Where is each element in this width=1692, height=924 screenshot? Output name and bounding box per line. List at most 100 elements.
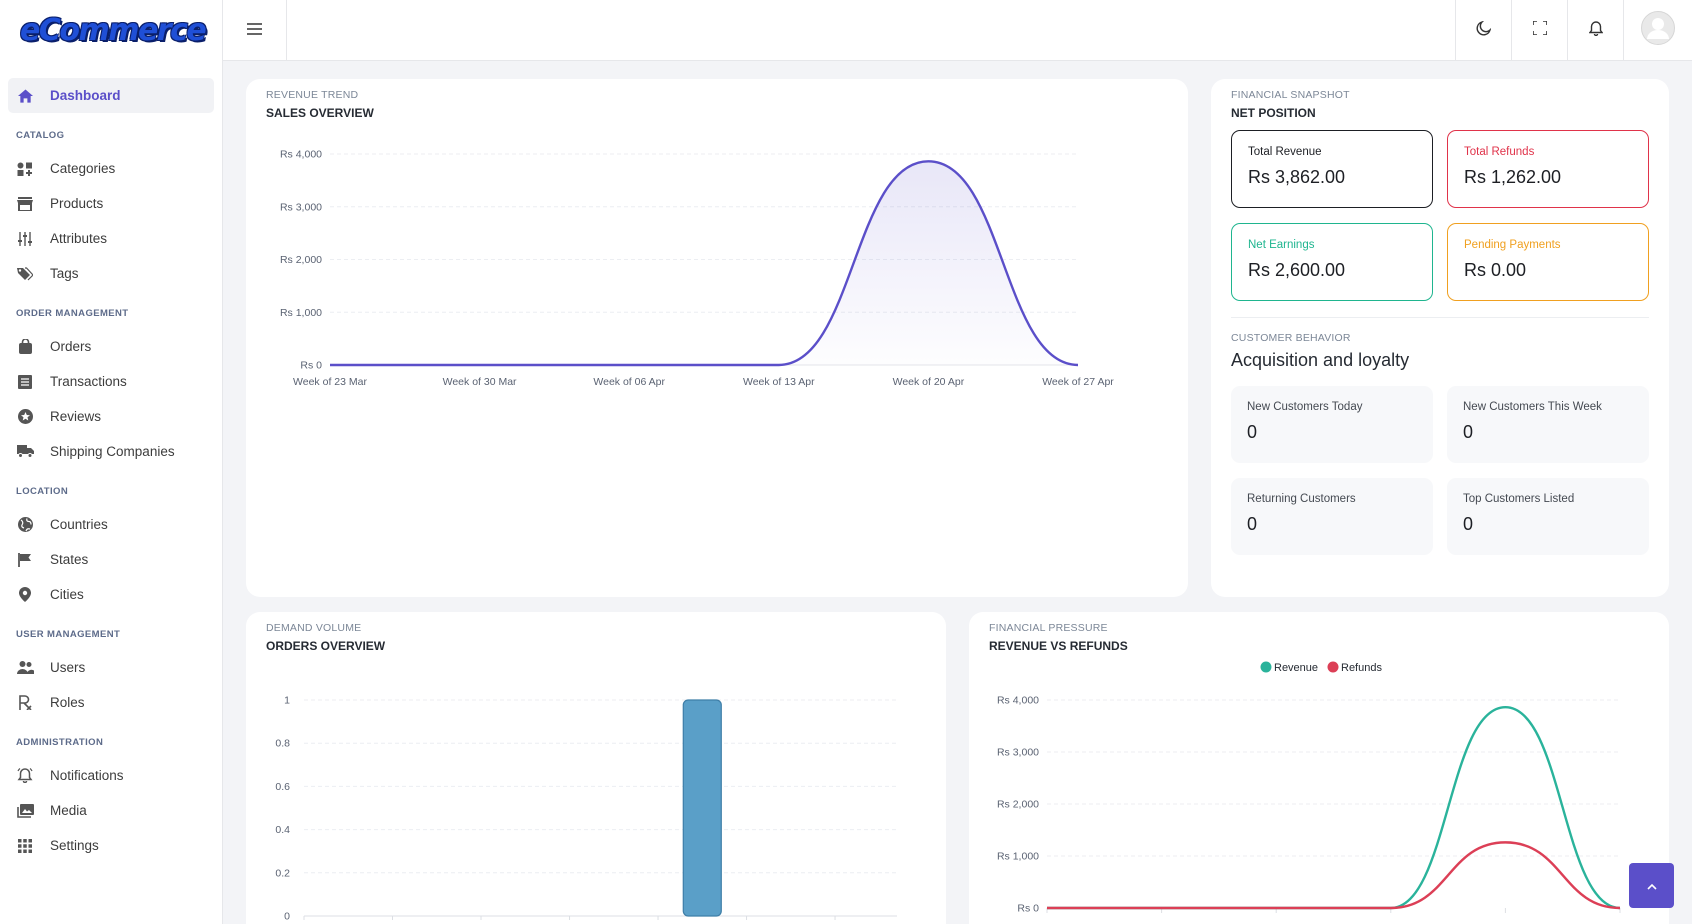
- card-eyebrow: REVENUE TREND: [266, 89, 359, 101]
- fullscreen-icon: [1531, 20, 1548, 40]
- sidebar-item-label: Dashboard: [50, 88, 121, 103]
- section-location: LOCATION: [16, 486, 69, 497]
- stat-value: 0: [1463, 422, 1474, 442]
- sidebar-item-reviews[interactable]: Reviews: [8, 399, 214, 434]
- sidebar-nav: Dashboard CATALOG Categories Products At…: [0, 60, 222, 863]
- x-tick-label: Week of 13 Apr: [743, 376, 815, 388]
- sidebar-item-media[interactable]: Media: [8, 793, 214, 828]
- y-tick-label: Rs 0: [1017, 903, 1039, 915]
- sidebar-item-countries[interactable]: Countries: [8, 507, 214, 542]
- sidebar-item-users[interactable]: Users: [8, 650, 214, 685]
- globe-icon: [14, 517, 36, 532]
- sidebar-item-products[interactable]: Products: [8, 186, 214, 221]
- stat-label: Net Earnings: [1248, 239, 1315, 251]
- list-icon: [14, 374, 36, 389]
- card-title: ORDERS OVERVIEW: [266, 639, 386, 653]
- section-administration: ADMINISTRATION: [16, 737, 104, 748]
- y-tick-label: Rs 2,000: [280, 254, 322, 266]
- notifications-button[interactable]: [1567, 0, 1623, 61]
- bell-icon: [1588, 20, 1603, 41]
- series-line-refunds: [1046, 841, 1621, 910]
- sidebar-item-label: Products: [50, 196, 104, 211]
- sidebar-item-attributes[interactable]: Attributes: [8, 221, 214, 256]
- top-bar: [223, 0, 1692, 61]
- y-tick-label: Rs 0: [300, 360, 322, 372]
- sidebar-item-transactions[interactable]: Transactions: [8, 364, 214, 399]
- sidebar: eCommerce Dashboard CATALOG Categories P…: [0, 0, 223, 924]
- card-eyebrow: FINANCIAL SNAPSHOT: [1231, 89, 1350, 101]
- new-customers-today-stat: New Customers Today 0: [1231, 386, 1433, 463]
- section-order-management: ORDER MANAGEMENT: [16, 308, 129, 319]
- home-icon: [14, 88, 36, 103]
- sales-area: [330, 161, 1078, 365]
- logo-text: eCommerce: [20, 12, 207, 48]
- stat-label: New Customers Today: [1247, 401, 1363, 413]
- sidebar-item-label: Tags: [50, 266, 79, 281]
- stat-label: Top Customers Listed: [1463, 493, 1575, 505]
- user-menu-button[interactable]: [1623, 0, 1692, 61]
- stat-label: New Customers This Week: [1463, 401, 1602, 413]
- sidebar-item-label: Shipping Companies: [50, 444, 175, 459]
- hamburger-icon: [247, 22, 262, 40]
- x-tick-label: Week of 27 Apr: [1042, 376, 1114, 388]
- stat-label: Total Revenue: [1248, 146, 1322, 158]
- x-tick-label: Week of 06 Apr: [593, 376, 665, 388]
- sidebar-item-label: Settings: [50, 838, 99, 853]
- map-pin-icon: [14, 587, 36, 602]
- y-tick-label: Rs 2,000: [997, 799, 1039, 811]
- sidebar-item-categories[interactable]: Categories: [8, 151, 214, 186]
- y-tick-label: Rs 1,000: [997, 851, 1039, 863]
- sidebar-item-label: Countries: [50, 517, 108, 532]
- menu-toggle-button[interactable]: [223, 0, 287, 61]
- moon-icon: [1476, 20, 1492, 41]
- orders-overview-card: DEMAND VOLUME ORDERS OVERVIEW 0 0.2 0.4 0.6…: [246, 612, 946, 924]
- images-icon: [14, 803, 36, 818]
- section-user-management: USER MANAGEMENT: [16, 629, 121, 640]
- sidebar-item-shipping-companies[interactable]: Shipping Companies: [8, 434, 214, 469]
- card-title: NET POSITION: [1231, 106, 1316, 120]
- sidebar-item-label: Attributes: [50, 231, 108, 246]
- stat-value: 0: [1247, 514, 1258, 534]
- section-catalog: CATALOG: [16, 130, 65, 141]
- divider: [1231, 317, 1649, 318]
- shopping-bag-icon: [14, 339, 36, 354]
- sidebar-item-label: States: [50, 552, 89, 567]
- sidebar-item-cities[interactable]: Cities: [8, 577, 214, 612]
- y-tick-label: 0: [284, 911, 290, 921]
- fullscreen-button[interactable]: [1511, 0, 1567, 61]
- stat-label: Returning Customers: [1247, 493, 1356, 505]
- sidebar-item-label: Cities: [50, 587, 84, 602]
- truck-icon: [14, 445, 36, 458]
- sidebar-item-notifications[interactable]: Notifications: [8, 758, 214, 793]
- scroll-to-top-button[interactable]: [1629, 863, 1674, 908]
- sales-chart: Rs 0 Rs 1,000 Rs 2,000 Rs 3,000 Rs 4,000 Week…: [280, 149, 1114, 389]
- orders-chart: 0 0.2 0.4 0.6 0.8 1: [275, 695, 897, 921]
- sidebar-item-label: Transactions: [50, 374, 127, 389]
- customers-eyebrow: CUSTOMER BEHAVIOR: [1231, 332, 1351, 344]
- stat-value: Rs 3,862.00: [1248, 167, 1346, 187]
- sidebar-item-tags[interactable]: Tags: [8, 256, 214, 291]
- avatar: [1641, 11, 1675, 50]
- stat-value: 0: [1247, 422, 1258, 442]
- store-icon: [14, 196, 36, 211]
- dark-mode-button[interactable]: [1455, 0, 1511, 61]
- sidebar-item-label: Reviews: [50, 409, 102, 424]
- sidebar-item-roles[interactable]: Roles: [8, 685, 214, 720]
- bell-icon: [14, 768, 36, 783]
- sidebar-item-label: Users: [50, 660, 86, 675]
- y-tick-label: Rs 1,000: [280, 307, 322, 319]
- card-title: SALES OVERVIEW: [266, 106, 374, 120]
- stat-label: Total Refunds: [1464, 146, 1535, 158]
- card-eyebrow: FINANCIAL PRESSURE: [989, 622, 1108, 634]
- returning-customers-stat: Returning Customers 0: [1231, 478, 1433, 555]
- sidebar-item-settings[interactable]: Settings: [8, 828, 214, 863]
- revenue-vs-refunds-card: FINANCIAL PRESSURE REVENUE VS REFUNDS Re…: [969, 612, 1669, 924]
- users-icon: [14, 661, 36, 674]
- legend-marker: [1260, 661, 1272, 673]
- sidebar-item-label: Notifications: [50, 768, 124, 783]
- app-logo[interactable]: eCommerce: [0, 0, 222, 60]
- sidebar-item-states[interactable]: States: [8, 542, 214, 577]
- net-earnings-stat: Net Earnings Rs 2,600.00: [1231, 223, 1433, 301]
- sidebar-item-orders[interactable]: Orders: [8, 329, 214, 364]
- sidebar-item-dashboard[interactable]: Dashboard: [8, 78, 214, 113]
